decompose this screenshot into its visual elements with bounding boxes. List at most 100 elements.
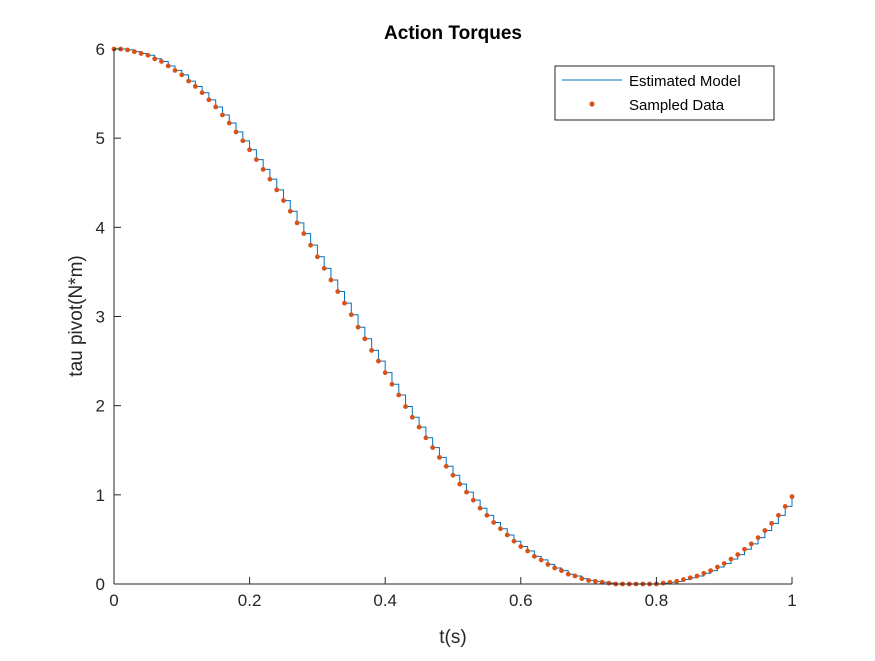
legend: Estimated Model Sampled Data [554,65,775,121]
data-point-sampled [742,546,747,552]
y-tick-label: 4 [96,218,105,237]
y-tick-label: 1 [96,486,105,505]
data-point-sampled [145,52,151,58]
data-point-sampled [491,520,497,525]
data-point-sampled [715,564,720,570]
data-point-sampled [396,392,402,398]
data-point-sampled [586,578,591,583]
x-axis-label: t(s) [439,627,466,648]
y-tick-label: 0 [96,575,105,594]
data-point-sampled [233,129,239,135]
data-point-sampled [335,289,341,294]
data-point-sampled [199,90,205,96]
data-point-sampled [708,568,714,574]
data-point-sampled [159,59,164,64]
legend-entry-estimated-model: Estimated Model [629,73,741,90]
data-point-sampled [226,120,232,126]
data-point-sampled [253,157,259,162]
data-point-sampled [376,358,381,364]
data-point-sampled [274,187,280,193]
data-point-sampled [782,504,788,509]
data-point-sampled [423,435,429,441]
x-tick-label: 0.6 [509,591,533,610]
data-point-sampled [294,220,300,226]
data-point-sampled [694,573,700,579]
data-point-sampled [321,265,327,271]
data-point-sampled [267,176,273,182]
data-point-sampled [735,552,741,557]
data-point-sampled [572,573,578,579]
data-point-sampled [165,63,171,69]
data-point-sampled [755,535,761,541]
data-point-sampled [125,47,130,53]
data-point-sampled [281,198,286,203]
data-point-sampled [348,312,354,318]
plot-area [114,49,792,584]
data-point-sampled [403,404,408,409]
data-point-sampled [342,300,347,306]
data-point-sampled [728,556,734,562]
data-point-sampled [606,580,612,586]
legend-point-swatch [589,101,595,107]
data-point-sampled [748,541,754,547]
data-point-sampled [660,580,666,586]
data-point-sampled [308,242,314,248]
data-point-sampled [186,78,191,84]
data-point-sampled [579,576,585,582]
legend-box [554,65,775,121]
data-point-sampled [369,347,375,353]
y-tick-label: 3 [96,308,105,327]
data-point-sampled [687,575,693,581]
series-layer [111,46,795,587]
x-tick-label: 0.8 [645,591,669,610]
data-point-sampled [464,489,469,495]
data-point-sampled [545,561,551,567]
y-tick-label: 2 [96,397,105,416]
data-point-sampled [599,579,605,585]
data-point-sampled [531,553,537,559]
x-tick-label: 0.4 [373,591,397,610]
data-point-sampled [328,277,334,283]
data-point-sampled [769,520,775,526]
data-point-sampled [681,577,686,582]
data-point-sampled [179,72,185,78]
data-point-sampled [538,557,544,563]
data-point-sampled [247,147,253,153]
x-tick-label: 1 [787,591,796,610]
data-point-sampled [552,565,558,571]
data-point-sampled [287,208,293,214]
y-axis-label: tau pivot(N*m) [66,255,87,376]
data-point-sampled [565,571,571,577]
data-point-sampled [592,578,598,584]
data-point-sampled [484,512,490,518]
data-point-sampled [776,512,781,518]
data-point-sampled [789,494,795,500]
legend-entry-sampled-data: Sampled Data [629,97,725,114]
data-point-sampled [409,414,415,420]
data-point-sampled [443,463,449,469]
data-point-sampled [220,112,225,118]
data-point-sampled [504,532,510,538]
data-point-sampled [213,104,219,110]
data-point-sampled [131,49,137,55]
data-point-sampled [457,481,463,487]
data-point-sampled [667,579,673,585]
data-point-sampled [206,97,212,103]
data-point-sampled [525,548,530,554]
data-point-sampled [518,544,524,549]
y-tick-label: 5 [96,129,105,148]
data-point-sampled [450,472,456,478]
data-point-sampled [172,68,178,73]
data-point-sampled [430,445,436,450]
x-tick-label: 0.2 [238,591,262,610]
data-point-sampled [138,51,144,56]
data-point-sampled [701,570,707,576]
data-point-sampled [389,381,395,387]
data-point-sampled [674,578,680,584]
data-point-sampled [382,370,388,376]
data-point-sampled [559,568,564,574]
data-point-sampled [437,454,442,460]
data-point-sampled [260,166,266,172]
data-point-sampled [498,526,503,532]
